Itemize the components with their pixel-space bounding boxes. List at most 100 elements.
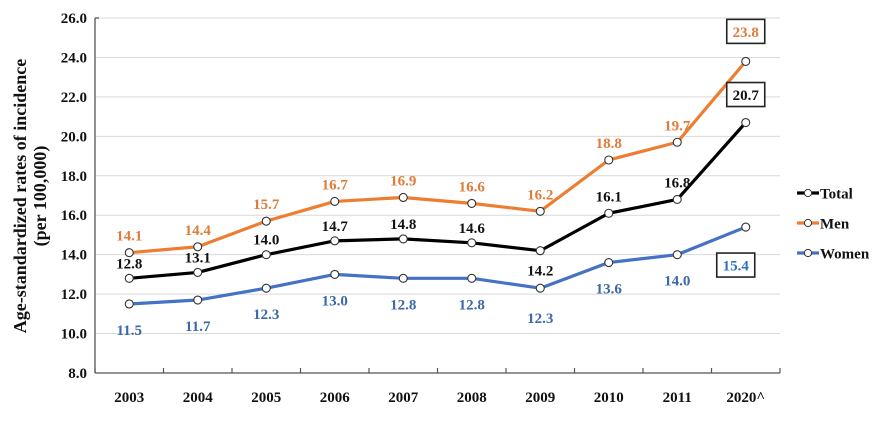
legend: Total Men Women: [797, 187, 870, 263]
data-point-women: [193, 295, 203, 305]
y-axis-title: Age-standardized rates of incidence (per…: [10, 59, 51, 333]
data-point-men: [741, 56, 751, 66]
y-tick-label: 16.0: [61, 208, 87, 224]
y-tick-label: 14.0: [61, 248, 87, 264]
data-point-women: [741, 222, 751, 232]
data-point-total: [193, 267, 203, 277]
x-tick-label: 2009: [525, 390, 555, 406]
x-tick-label: 2006: [320, 390, 351, 406]
data-label-women: 13.6: [596, 282, 623, 298]
data-label-men: 14.4: [185, 223, 212, 239]
data-point-total: [604, 208, 614, 218]
data-label-men: 19.7: [664, 118, 691, 134]
data-label-men: 23.8: [733, 25, 759, 41]
data-point-total: [124, 273, 134, 283]
legend-marker-total: [803, 188, 813, 198]
y-axis-title-line2: (per 100,000): [30, 146, 51, 247]
legend-label-women: Women: [820, 247, 870, 263]
series-line-total: [129, 121, 747, 280]
data-point-women: [124, 299, 134, 309]
data-point-men: [330, 196, 340, 206]
data-label-box-women: [715, 252, 756, 278]
legend-label-men: Men: [820, 217, 850, 233]
x-tick-label: 2003: [114, 390, 144, 406]
data-label-men: 15.7: [253, 197, 280, 213]
data-label-women: 13.0: [322, 293, 348, 309]
data-point-men: [261, 216, 271, 226]
data-label-women: 12.3: [253, 307, 279, 323]
data-point-total: [672, 194, 682, 204]
data-label-box-men: [725, 18, 766, 45]
data-point-total: [467, 238, 477, 248]
data-label-women: 11.5: [117, 323, 142, 339]
legend-marker-men: [803, 218, 813, 228]
x-tick-label: 2008: [457, 390, 487, 406]
data-label-men: 16.7: [322, 177, 349, 193]
series-line-women: [129, 225, 747, 306]
data-label-total: 20.7: [733, 88, 760, 104]
data-point-women: [672, 250, 682, 260]
series-line-men: [129, 60, 747, 255]
data-point-women: [398, 273, 408, 283]
legend-item-men: Men: [797, 217, 850, 233]
x-axis-ticks: 2003 2004 2005 2006 2007 2008 2009 2010 2011 2020…: [94, 368, 781, 406]
data-label-box-total: [725, 81, 766, 108]
gridlines: [95, 17, 780, 335]
series-points: [124, 56, 751, 309]
data-labels: 12.8 13.1 14.0 14.7 14.8 14.6 14.2 16.1 16.8 20.7…: [116, 18, 766, 339]
data-label-women: 11.7: [185, 319, 211, 335]
data-label-women: 12.8: [390, 297, 416, 313]
data-label-total: 14.6: [459, 221, 486, 237]
y-tick-label: 22.0: [61, 90, 87, 106]
data-label-women: 12.8: [459, 297, 485, 313]
series-lines: [129, 60, 747, 306]
data-label-women: 12.3: [527, 311, 553, 327]
y-tick-label: 10.0: [61, 327, 87, 343]
data-point-men: [124, 248, 134, 258]
data-label-men: 16.6: [459, 179, 486, 195]
data-point-men: [398, 192, 408, 203]
data-point-total: [330, 236, 340, 246]
data-label-men: 14.1: [116, 229, 142, 245]
data-label-men: 16.9: [390, 173, 416, 189]
data-point-men: [535, 206, 545, 216]
data-label-total: 14.2: [527, 264, 553, 280]
data-point-women: [604, 258, 614, 268]
data-label-total: 13.1: [185, 250, 211, 266]
y-tick-label: 18.0: [61, 169, 87, 185]
data-label-total: 16.1: [596, 189, 622, 205]
data-label-men: 16.2: [527, 187, 553, 203]
data-label-total: 12.8: [116, 256, 142, 272]
data-label-total: 16.8: [664, 175, 690, 191]
x-tick-label: 2020^: [726, 390, 765, 406]
y-axis-title-line1: Age-standardized rates of incidence: [10, 59, 30, 333]
data-point-men: [672, 137, 682, 147]
x-tick-label: 2004: [183, 390, 214, 406]
data-point-total: [261, 250, 271, 260]
data-label-men: 18.8: [596, 136, 622, 152]
legend-marker-women: [803, 248, 813, 258]
y-tick-label: 8.0: [68, 366, 87, 382]
y-tick-label: 26.0: [61, 11, 87, 27]
data-point-women: [535, 283, 545, 293]
x-tick-label: 2007: [388, 390, 419, 406]
y-tick-label: 12.0: [61, 287, 87, 303]
data-label-total: 14.0: [253, 233, 279, 249]
data-label-total: 14.8: [390, 217, 416, 233]
data-label-total: 14.7: [322, 219, 349, 235]
data-point-men: [193, 242, 203, 252]
legend-label-total: Total: [820, 187, 853, 203]
x-tick-label: 2005: [251, 390, 281, 406]
legend-item-total: Total: [797, 187, 853, 203]
data-label-women: 15.4: [723, 259, 750, 275]
legend-item-women: Women: [797, 247, 870, 263]
x-tick-label: 2010: [594, 390, 624, 406]
data-point-women: [261, 283, 271, 293]
data-label-women: 14.0: [664, 274, 690, 290]
data-point-men: [467, 198, 477, 208]
y-tick-label: 20.0: [61, 129, 87, 145]
y-tick-label: 24.0: [61, 50, 87, 66]
data-point-men: [604, 155, 614, 165]
data-point-total: [535, 246, 545, 256]
